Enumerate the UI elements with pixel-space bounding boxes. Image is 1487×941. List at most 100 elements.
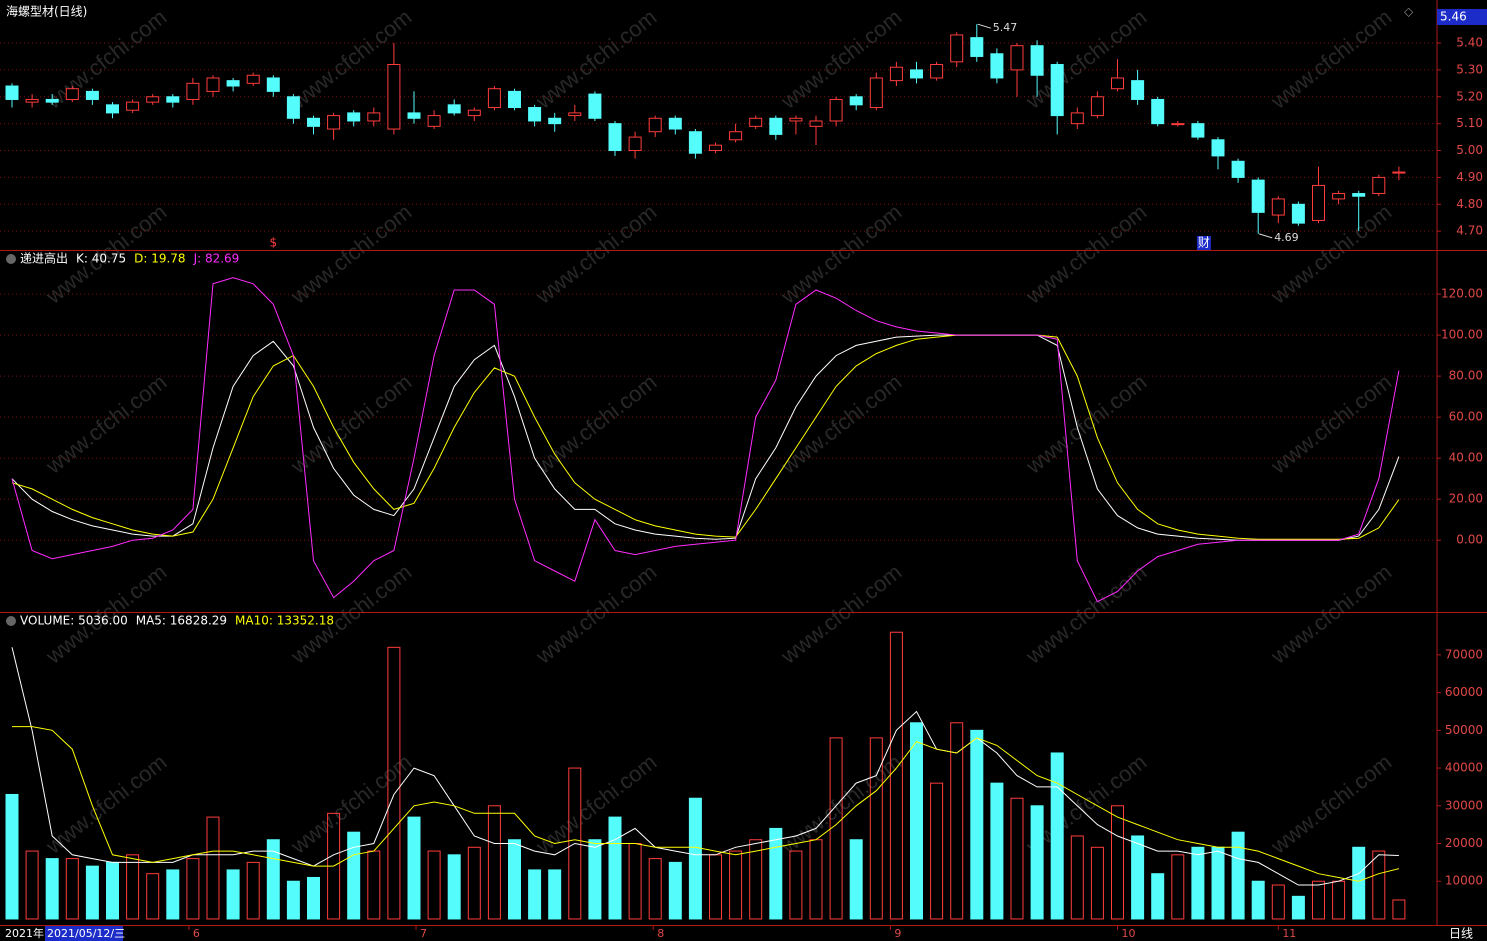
candle-body xyxy=(990,53,1004,79)
candle-body xyxy=(447,104,461,114)
volume-bar xyxy=(447,854,461,920)
price-box xyxy=(1437,9,1487,25)
candle-body xyxy=(5,85,19,100)
candle-body xyxy=(106,104,119,114)
candle-body xyxy=(729,131,743,141)
candle-body xyxy=(286,96,300,119)
volume-bar xyxy=(688,797,702,920)
marker: 财 xyxy=(1198,236,1210,250)
candle-body xyxy=(1090,96,1104,117)
y-tick-label: 60000 xyxy=(1445,685,1483,699)
ma-line xyxy=(12,726,1400,882)
candle-body xyxy=(65,88,79,100)
panel-icon xyxy=(6,616,16,626)
volume-bar xyxy=(1131,835,1145,920)
y-tick-label: 4.90 xyxy=(1456,170,1483,184)
volume-bar xyxy=(166,869,180,920)
y-tick-label: 0.00 xyxy=(1456,533,1483,547)
candle-body xyxy=(166,96,180,103)
volume-bar xyxy=(1070,835,1084,920)
volume-bar xyxy=(1231,831,1245,920)
candle-body xyxy=(1030,45,1044,76)
top-price: 5.46 xyxy=(1440,10,1467,24)
y-tick-label: 10000 xyxy=(1445,874,1483,888)
candle-body xyxy=(548,117,562,125)
footer-period: 日线 xyxy=(1449,927,1473,941)
candle-body xyxy=(367,112,381,122)
volume-bar xyxy=(1312,880,1325,920)
y-tick-label: 4.70 xyxy=(1456,224,1483,238)
volume-bar xyxy=(25,850,39,920)
legend-text: D: 19.78 xyxy=(134,252,185,266)
volume-bar xyxy=(487,805,501,920)
volume-bar xyxy=(45,858,59,920)
y-tick-label: 70000 xyxy=(1445,647,1483,661)
panel-icon xyxy=(6,254,16,264)
candle-body xyxy=(809,120,823,127)
marker-box xyxy=(1196,236,1211,250)
y-tick-label: 5.40 xyxy=(1456,36,1483,50)
date-box xyxy=(45,926,123,941)
annotation-label: 4.69 xyxy=(1274,231,1299,244)
candle-body xyxy=(1312,184,1325,221)
candle-body xyxy=(829,98,843,122)
volume-bar xyxy=(568,767,582,920)
candle-body xyxy=(709,144,722,152)
volume-bar xyxy=(849,839,863,920)
footer-date: 2021/05/12/三 xyxy=(47,927,125,940)
candle-body xyxy=(427,115,441,127)
volume-bar xyxy=(1291,895,1305,920)
volume-bar xyxy=(1090,846,1104,920)
candle-body xyxy=(1111,77,1124,90)
volume-bar xyxy=(1010,797,1024,920)
candle-body xyxy=(628,136,642,152)
legend-text: VOLUME: 5036.00 xyxy=(20,614,128,628)
candle-body xyxy=(769,117,783,135)
marker: $ xyxy=(269,236,277,250)
candle-body xyxy=(1151,98,1165,125)
candle-body xyxy=(467,109,481,117)
volume-bar xyxy=(246,861,260,920)
volume-bar xyxy=(769,827,783,920)
candle-body xyxy=(327,115,341,130)
candle-body xyxy=(508,90,521,109)
indicator-line xyxy=(11,334,1400,541)
volume-bar xyxy=(206,816,220,920)
footer-year: 2021年 xyxy=(5,926,44,940)
legend-text: J: 82.69 xyxy=(193,252,240,266)
volume-bar xyxy=(1352,846,1366,920)
candle-body xyxy=(608,123,622,152)
stock-title: 海螺型材(日线) xyxy=(6,4,87,19)
candle-body xyxy=(1392,171,1406,174)
volume-bar xyxy=(307,876,320,920)
volume-bar xyxy=(950,722,964,920)
y-tick-label: 120.00 xyxy=(1441,287,1483,301)
candle-body xyxy=(930,64,944,79)
volume-bar xyxy=(1372,850,1386,920)
volume-bar xyxy=(347,831,361,920)
candle-body xyxy=(950,34,964,63)
candle-body xyxy=(307,117,320,127)
candle-body xyxy=(246,74,260,84)
volume-bar xyxy=(65,858,79,920)
candle-body xyxy=(789,117,803,122)
volume-bar xyxy=(608,816,622,920)
x-tick-label: 11 xyxy=(1282,927,1296,940)
y-tick-label: 30000 xyxy=(1445,798,1483,812)
candle-body xyxy=(45,98,59,103)
candle-body xyxy=(849,96,863,106)
volume-bar xyxy=(668,861,682,920)
candle-body xyxy=(1251,179,1265,213)
volume-bar xyxy=(1392,899,1406,920)
volume-bar xyxy=(407,816,421,920)
volume-bar xyxy=(186,858,200,920)
indicator-line xyxy=(11,334,1400,540)
volume-bar xyxy=(126,854,140,920)
volume-bar xyxy=(106,861,119,920)
candle-body xyxy=(206,77,220,92)
y-tick-label: 20000 xyxy=(1445,836,1483,850)
x-tick-label: 6 xyxy=(193,927,200,940)
